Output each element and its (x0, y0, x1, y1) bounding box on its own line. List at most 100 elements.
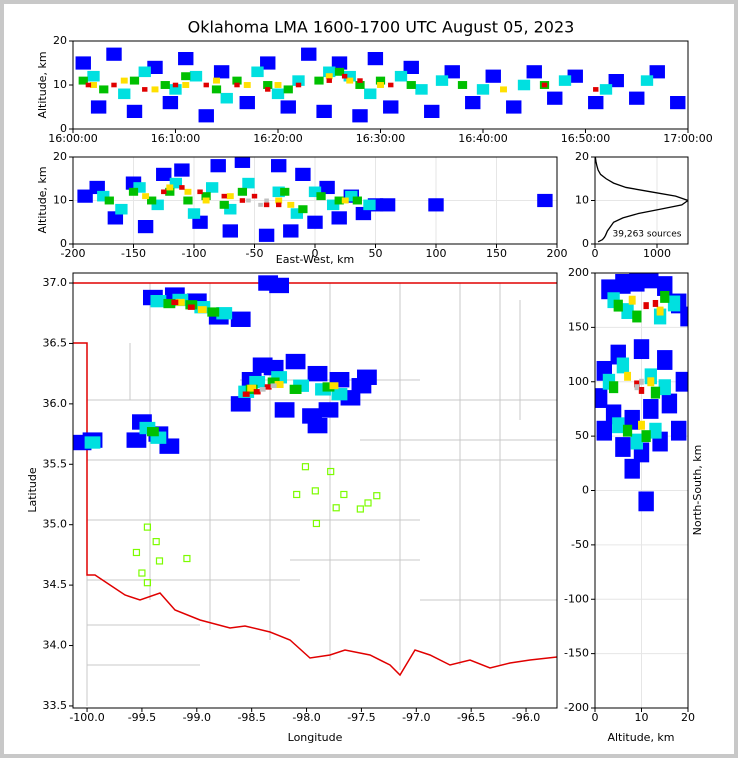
source-cell (222, 224, 238, 238)
x-tick-label: 10 (635, 711, 649, 724)
source-cell (314, 76, 324, 85)
source-cell (126, 432, 147, 448)
source-cell (75, 56, 91, 70)
source-cell (251, 66, 264, 78)
source-cell (307, 417, 328, 434)
source-cell (183, 196, 193, 205)
source-cell (649, 422, 662, 439)
station (311, 487, 319, 495)
y-tick-label: 50 (575, 429, 589, 442)
source-cell (264, 198, 269, 203)
source-cell (346, 77, 354, 84)
x-axis-label: Altitude, km (607, 731, 674, 744)
x-tick-label: 0 (592, 247, 599, 260)
source-cell (146, 427, 159, 437)
source-cell (588, 96, 604, 110)
station (356, 505, 364, 513)
source-cell (189, 70, 203, 82)
source-cell (643, 273, 659, 289)
source-cell (147, 196, 157, 205)
station (293, 490, 301, 499)
station (132, 548, 141, 557)
station (364, 499, 372, 507)
station (143, 523, 152, 531)
source-cell (252, 357, 273, 373)
source-cell (165, 187, 175, 196)
source-cell (181, 72, 191, 81)
source-cell (205, 182, 219, 193)
source-cell (649, 65, 665, 79)
source-cell (307, 365, 328, 382)
plot-area (595, 273, 688, 512)
source-cell (599, 84, 613, 95)
source-cell (174, 163, 190, 177)
source-cell (133, 182, 146, 193)
source-cell (295, 167, 311, 181)
source-cell (661, 393, 678, 414)
y-tick-label: 10 (575, 194, 589, 207)
station (301, 463, 310, 471)
source-cell (541, 82, 548, 88)
source-cell (506, 100, 522, 114)
source-cell (137, 220, 154, 234)
source-cell (364, 88, 377, 100)
source-cell (275, 197, 283, 204)
source-cell (667, 295, 681, 312)
source-cell (264, 384, 272, 390)
source-cell (639, 378, 644, 385)
x-tick-label: -98.0 (292, 711, 320, 724)
source-cell (331, 56, 348, 70)
plot-area (73, 275, 381, 587)
source-cell (163, 298, 176, 309)
map-background (73, 282, 558, 706)
source-cell (216, 307, 233, 320)
source-cell (271, 159, 287, 173)
source-cell (247, 384, 257, 392)
source-cell (283, 85, 293, 94)
source-cell (596, 420, 612, 441)
y-axis-label: Latitude (26, 467, 39, 513)
source-cell (274, 381, 284, 388)
source-cell (210, 159, 226, 173)
source-cell (169, 177, 183, 189)
x-tick-label: 50 (369, 247, 383, 260)
x-tick-label: 16:00:00 (48, 132, 97, 145)
source-cell (178, 52, 194, 66)
source-cell (213, 65, 230, 79)
source-cell (187, 304, 195, 310)
source-cell (151, 199, 164, 211)
source-cell (383, 100, 399, 114)
y-tick-label: 35.5 (43, 457, 68, 470)
source-cell (660, 290, 670, 303)
x-axis-label: Longitude (288, 731, 343, 744)
source-cell (243, 82, 251, 88)
source-cell (259, 387, 266, 392)
source-cell (271, 88, 285, 100)
source-cell (280, 100, 296, 114)
source-cell (634, 384, 640, 391)
source-cell (263, 202, 270, 208)
source-cell (285, 353, 306, 370)
x-tick-label: 16:10:00 (151, 132, 200, 145)
source-cell (629, 273, 645, 292)
source-cell (476, 84, 490, 95)
source-cell (331, 211, 347, 225)
plot-frame (72, 40, 689, 130)
source-cell (394, 70, 408, 82)
y-tick-label: 20 (53, 34, 67, 47)
station (143, 579, 152, 587)
x-tick-label: 0 (312, 247, 319, 260)
source-cell (656, 306, 664, 316)
source-cell (292, 75, 305, 86)
source-cell (485, 69, 501, 83)
source-cell (558, 75, 572, 86)
source-cell (246, 198, 251, 203)
source-cell (615, 273, 631, 294)
y-tick-label: -50 (571, 538, 589, 551)
source-cell (647, 377, 655, 387)
station (183, 554, 191, 563)
x-tick-label: -98.5 (237, 711, 265, 724)
source-cell (415, 84, 428, 95)
x-tick-label: -100 (182, 247, 207, 260)
source-cell (377, 82, 384, 88)
